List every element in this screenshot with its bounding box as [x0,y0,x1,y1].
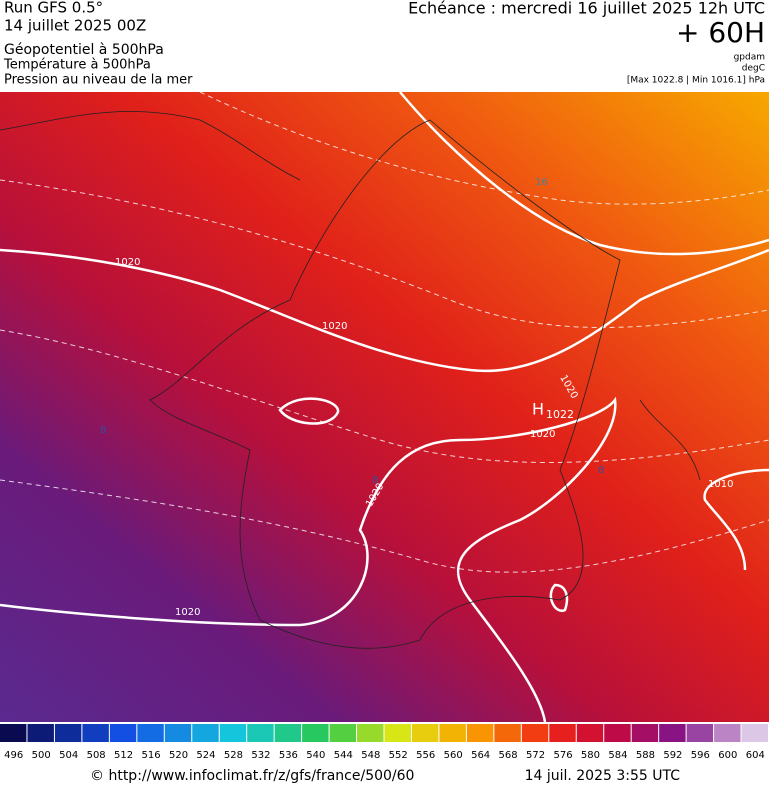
colorbar-swatch [357,724,384,742]
colorbar-label: 516 [142,750,161,761]
run-date: 14 juillet 2025 00Z [4,17,146,35]
isotherm-label: 8 [372,475,378,486]
colorbar-swatch [604,724,631,742]
colorbar-label: 588 [636,750,655,761]
field: Température à 500hPa [3,58,151,73]
colorbar-label: 520 [169,750,188,761]
colorbar-swatch [631,724,659,742]
colorbar-label: 600 [718,750,737,761]
colorbar-label: 592 [663,750,682,761]
colorbar-label: 508 [87,750,106,761]
colorbar: 496 500 504 508 512 516 520 524 528 532 536 540 544 5… [0,724,768,761]
colorbar-swatch [164,724,192,742]
colorbar-label: 576 [553,750,572,761]
colorbar-swatch [219,724,247,742]
isobar-label: 1020 [115,257,140,268]
field: Pression au niveau de la mer [4,73,193,88]
colorbar-swatch [439,724,466,742]
run: Run GFS 0.5° [4,0,103,17]
colorbar-swatch [247,724,274,742]
map-field [0,92,769,722]
colorbar-swatch [302,724,329,742]
colorbar-swatch [466,724,494,742]
colorbar-label: 572 [526,750,545,761]
field: Géopotentiel à 500hPa [4,42,164,58]
colorbar-swatch [137,724,164,742]
colorbar-swatch [549,724,576,742]
colorbar-label: 580 [581,750,600,761]
colorbar-label: 604 [746,750,765,761]
colorbar-label: 536 [279,750,298,761]
colorbar-swatch [54,724,82,742]
colorbar-swatch [714,724,741,742]
colorbar-swatch [686,724,714,742]
colorbar-label: 560 [444,750,463,761]
colorbar-label: 568 [499,750,518,761]
colorbar-swatch [109,724,137,742]
pressure-range: [Max 1022.8 | Min 1016.1] hPa [627,76,765,86]
colorbar-label: 584 [608,750,627,761]
lead-time: + 60H [676,16,765,49]
colorbar-swatch [411,724,439,742]
colorbar-swatch [192,724,219,742]
echeance: Echéance : mercredi 16 juillet 2025 12h … [408,0,765,18]
isotherm-label: 16 [535,177,548,188]
colorbar-label: 556 [416,750,435,761]
isobars [0,91,769,723]
colorbar-swatch [521,724,549,742]
isobar-label: 1020 [530,429,555,440]
colorbar-swatch [659,724,686,742]
colorbar-swatch [27,724,54,742]
timestamp: 14 juil. 2025 3:55 UTC [525,768,681,784]
isotherm-label: 8 [100,425,106,436]
colorbar-swatch [384,724,411,742]
colorbar-swatch [0,724,27,742]
colorbar-swatch [329,724,357,742]
isotherm-label: 8 [598,465,604,476]
unit: degC [742,64,765,74]
isobar-label: 1020 [322,321,347,332]
colorbar-swatch [82,724,109,742]
colorbar-label: 524 [196,750,215,761]
colorbar-label: 504 [59,750,78,761]
colorbar-swatch [274,724,302,742]
colorbar-swatch [576,724,604,742]
colorbar-label: 540 [306,750,325,761]
unit: gpdam [734,53,765,63]
colorbar-label: 596 [691,750,710,761]
colorbar-label: 500 [32,750,51,761]
high-value: 1022 [546,408,574,421]
isobar-label: 1020 [175,607,200,618]
isobar-label: 1010 [708,479,733,490]
colorbar-label: 532 [251,750,270,761]
colorbar-label: 552 [389,750,408,761]
colorbar-label: 564 [471,750,490,761]
high-marker: H [532,400,544,419]
colorbar-label: 496 [4,750,23,761]
colorbar-label: 512 [114,750,133,761]
colorbar-label: 544 [334,750,353,761]
isotherms [0,91,769,573]
colorbar-label: 548 [361,750,380,761]
colorbar-swatch [741,724,768,742]
source: © http://www.infoclimat.fr/z/gfs/france/… [90,768,414,784]
borders [0,111,701,649]
colorbar-swatch [494,724,521,742]
colorbar-label: 528 [224,750,243,761]
